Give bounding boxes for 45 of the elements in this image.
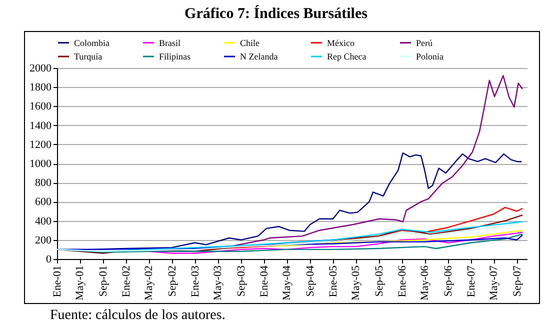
y-tick-label: 1000 — [30, 158, 52, 170]
y-tick-label: 200 — [35, 234, 52, 246]
x-tick-label: May-04 — [281, 265, 294, 300]
y-tick-label: 1600 — [30, 100, 52, 113]
x-tick-label: Ene-04 — [258, 265, 270, 298]
x-tick-label: Ene-02 — [120, 266, 132, 298]
legend-label: México — [327, 38, 355, 48]
x-tick-label: Ene-03 — [189, 265, 202, 298]
chart-frame: Ene-01 May-01 Sep-01 Ene-02 May-02 Sep-02 Ene-03 May-03 Sep-03 Ene-04 May-04 Sep-04 Ene-05 May-05 Sep-05 Ene-06 May-06 Sep-06 Ene-07 May-07 Sep-07 0 200 400 600 800 1000 1200 1400 1600 1800 2000 Colombia Brasil Chile México Perú Turquía Filipinas N Zelanda Rep Checa Polonia — [24, 31, 540, 304]
x-tick-label: Sep-07 — [511, 265, 524, 297]
x-tick-label: Sep-04 — [304, 265, 316, 297]
x-tick-label: May-02 — [143, 266, 156, 300]
legend-label: Turquía — [74, 52, 102, 62]
x-tick-label: May-05 — [350, 265, 362, 300]
x-tick-label: Sep-06 — [442, 265, 454, 297]
x-tick-label: Sep-05 — [373, 265, 386, 297]
legend-label: Polonia — [416, 52, 444, 62]
y-tick-label: 1400 — [30, 120, 52, 132]
legend-label: Chile — [240, 38, 260, 48]
legend-label: N Zelanda — [240, 52, 278, 62]
y-tick-label: 800 — [35, 177, 52, 190]
x-tick-label: Sep-01 — [97, 266, 110, 297]
y-tick-label: 0 — [46, 254, 52, 266]
legend-label: Colombia — [74, 38, 110, 48]
x-tick-label: May-03 — [212, 265, 224, 300]
y-tick-label: 1200 — [30, 138, 52, 151]
y-tick-label: 1800 — [30, 82, 52, 94]
x-tick-label: Sep-02 — [166, 266, 178, 297]
legend-label: Perú — [416, 38, 433, 48]
x-tick-label: May-06 — [419, 265, 432, 300]
legend-label: Rep Checa — [327, 52, 366, 62]
chart-title: Gráfico 7: Índices Bursátiles — [184, 6, 368, 23]
legend-label: Brasil — [159, 38, 181, 48]
x-tick-label: Ene-07 — [465, 265, 478, 298]
x-tick-label: Ene-06 — [396, 265, 408, 298]
x-tick-label: Ene-01 — [52, 266, 64, 298]
y-tick-label: 600 — [35, 196, 52, 208]
y-tick-label: 2000 — [30, 62, 52, 74]
source-note: Fuente: cálculos de los autores. — [50, 308, 226, 324]
y-tick-label: 400 — [35, 215, 52, 228]
legend-label: Filipinas — [159, 52, 191, 62]
x-tick-label: Ene-05 — [327, 265, 340, 298]
x-tick-label: Sep-03 — [235, 265, 248, 297]
x-tick-label: May-01 — [74, 266, 86, 300]
x-tick-label: May-07 — [488, 265, 500, 300]
